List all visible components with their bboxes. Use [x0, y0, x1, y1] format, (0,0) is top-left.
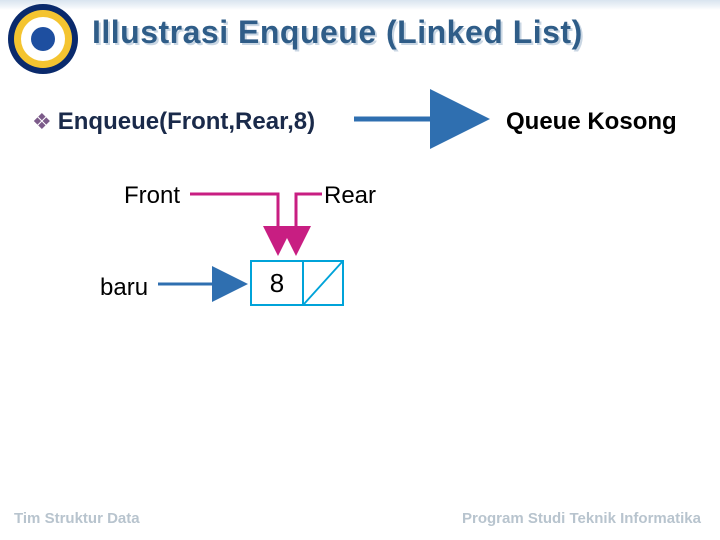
- queue-status-text: Queue Kosong: [506, 108, 677, 136]
- top-gradient: [0, 0, 720, 10]
- node-data-cell: 8: [250, 260, 304, 306]
- university-logo: [8, 4, 78, 74]
- diamond-bullet-icon: ❖: [32, 109, 52, 135]
- node-next-cell: [304, 260, 344, 306]
- linked-list-node: 8: [250, 260, 344, 306]
- footer-author: Tim Struktur Data: [14, 510, 140, 527]
- label-front: Front: [124, 182, 180, 210]
- label-rear: Rear: [324, 182, 376, 210]
- label-baru: baru: [100, 274, 148, 302]
- slide-title: Illustrasi Enqueue (Linked List): [92, 14, 583, 51]
- arrow-front-to-node: [190, 194, 278, 250]
- arrow-rear-to-node: [296, 194, 322, 250]
- enqueue-call-text: Enqueue(Front,Rear,8): [58, 108, 315, 136]
- footer-program: Program Studi Teknik Informatika: [462, 510, 701, 527]
- bullet-line: ❖ Enqueue(Front,Rear,8): [32, 108, 315, 136]
- arrows-layer: [0, 0, 720, 540]
- slide-root: Illustrasi Enqueue (Linked List) Illustr…: [0, 0, 720, 540]
- null-pointer-slash-icon: [304, 262, 342, 304]
- logo-center: [31, 27, 55, 51]
